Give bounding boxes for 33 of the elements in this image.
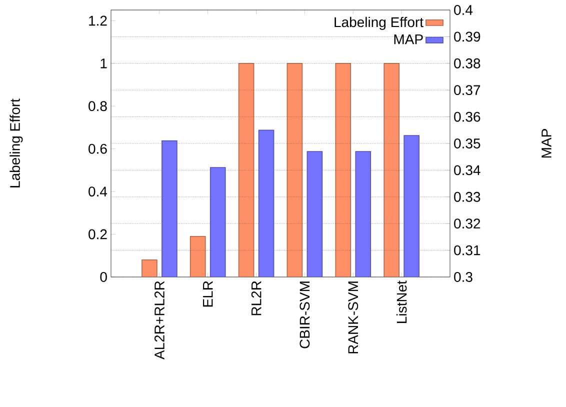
y-axis-title: Labeling Effort xyxy=(10,98,23,188)
y-tick-label: 1 xyxy=(100,58,107,68)
bar xyxy=(335,62,352,277)
x-tick-label: RL2R xyxy=(251,281,262,316)
y-tick-label: 0.6 xyxy=(88,144,107,154)
y2-tick-label: 0.3 xyxy=(454,272,472,282)
y2-tick-label: 0.36 xyxy=(454,112,480,122)
bar xyxy=(190,236,206,277)
y-tick-label: 1.2 xyxy=(89,16,107,26)
bar xyxy=(286,62,303,277)
bar xyxy=(238,62,254,277)
y-tick-label: 0.8 xyxy=(88,101,107,112)
y2-tick-label: 0.38 xyxy=(454,58,480,68)
x-tick-label: CBIR-SVM xyxy=(300,282,310,348)
y2-axis-title: MAP xyxy=(542,129,552,158)
y2-tick-label: 0.39 xyxy=(454,32,480,42)
x-tick-label: ELR xyxy=(203,281,213,307)
y2-tick-label: 0.31 xyxy=(454,245,480,256)
legend-label: Labeling Effort xyxy=(334,16,424,30)
y2-tick-label: 0.33 xyxy=(454,192,480,202)
y2-tick-label: 0.35 xyxy=(454,138,480,148)
y2-tick-label: 0.32 xyxy=(454,218,480,229)
x-tick-label: AL2R+RL2R xyxy=(154,281,164,360)
y-tick-label: 0.4 xyxy=(88,186,108,197)
bar xyxy=(384,62,400,277)
y2-tick-label: 0.37 xyxy=(454,85,480,96)
legend-label: MAP xyxy=(394,34,423,44)
y-tick-label: 0.2 xyxy=(88,229,107,240)
x-tick-label: ListNet xyxy=(396,280,407,323)
y2-tick-label: 0.34 xyxy=(454,165,480,176)
x-tick-label: RANK-SVM xyxy=(348,282,358,354)
y2-tick-label: 0.4 xyxy=(454,5,473,15)
y-tick-label: 0 xyxy=(100,272,107,282)
